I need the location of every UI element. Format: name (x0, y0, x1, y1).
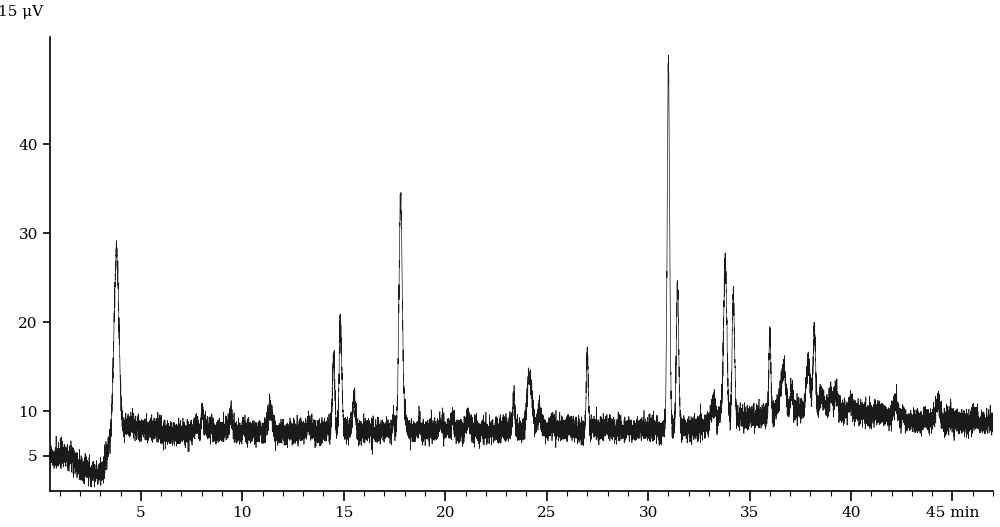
Text: 15 μV: 15 μV (0, 5, 43, 19)
